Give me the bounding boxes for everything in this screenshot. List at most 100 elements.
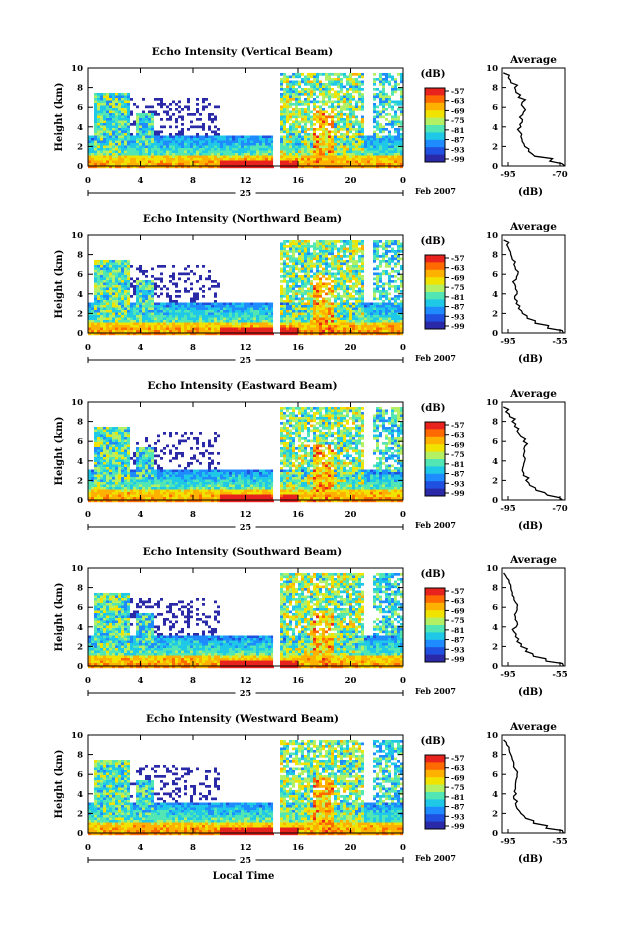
colorbar-swatch xyxy=(425,602,445,611)
y-axis-label: Height (km) xyxy=(54,583,65,652)
colorbar-tick-label: -63 xyxy=(451,97,465,106)
avg-y-tick-label: 4 xyxy=(492,457,498,467)
colorbar-tick-label: -99 xyxy=(451,155,465,164)
y-tick-label: 8 xyxy=(77,751,83,761)
avg-x-tick-label: -70 xyxy=(552,170,567,180)
colorbar-tick-label: -87 xyxy=(451,636,465,645)
y-tick-label: 10 xyxy=(71,398,83,408)
y-axis-label: Height (km) xyxy=(54,83,65,152)
x-tick-label: 20 xyxy=(345,843,357,853)
day-marker: 25 xyxy=(240,855,251,865)
colorbar-tick-label: -99 xyxy=(451,489,465,498)
panel-4: Echo Intensity (Westward Beam) 0 2 4 6 8 10 Hei… xyxy=(54,713,568,865)
colorbar-swatch xyxy=(425,755,445,763)
colorbar-unit: (dB) xyxy=(421,69,446,80)
colorbar-tick-label: -99 xyxy=(451,822,465,831)
x-tick-label: 20 xyxy=(345,676,357,686)
colorbar-unit: (dB) xyxy=(421,736,446,747)
colorbar-swatch xyxy=(425,617,445,626)
date-label: Feb 2007 xyxy=(415,853,456,863)
colorbar-swatch xyxy=(425,814,445,823)
panel-title: Echo Intensity (Vertical Beam) xyxy=(152,46,333,58)
avg-x-tick-label: -95 xyxy=(500,837,515,847)
colorbar-swatch xyxy=(425,799,445,808)
colorbar-tick-label: -57 xyxy=(451,587,465,596)
colorbar-swatch xyxy=(425,262,445,271)
colorbar-frame xyxy=(424,254,446,330)
avg-x-tick-label: -95 xyxy=(500,670,515,680)
y-tick-label: 4 xyxy=(77,623,83,633)
x-tick-label: 4 xyxy=(138,176,144,186)
average-title: Average xyxy=(509,721,557,733)
y-tick-label: 6 xyxy=(77,603,83,613)
y-tick-label: 10 xyxy=(71,231,83,241)
avg-y-tick-label: 0 xyxy=(492,829,498,839)
avg-y-tick-label: 0 xyxy=(492,162,498,172)
average-frame xyxy=(501,734,566,834)
colorbar-swatch xyxy=(425,284,445,293)
colorbar-swatch xyxy=(425,269,445,278)
day-marker: 25 xyxy=(240,188,251,198)
date-label: Feb 2007 xyxy=(415,520,456,530)
average-profile-line xyxy=(503,239,564,334)
colorbar-swatch xyxy=(425,436,445,445)
average-profile-chart: Average 0 2 4 6 8 10 -95 -70 (dB) xyxy=(486,54,568,198)
average-frame xyxy=(501,401,566,501)
colorbar-tick-label: -63 xyxy=(451,764,465,773)
colorbar-swatch xyxy=(425,125,445,133)
colorbar-tick-label: -87 xyxy=(451,470,465,479)
colorbar-tick-label: -57 xyxy=(451,87,465,96)
colorbar-swatch xyxy=(425,762,445,771)
colorbar-tick-label: -75 xyxy=(451,783,465,792)
average-title: Average xyxy=(509,221,557,233)
y-tick-label: 0 xyxy=(77,829,83,839)
colorbar-swatch xyxy=(425,139,445,148)
y-tick-label: 4 xyxy=(77,123,83,133)
avg-x-tick-label: -95 xyxy=(500,170,515,180)
avg-y-tick-label: 8 xyxy=(492,584,498,594)
panel-title: Echo Intensity (Southward Beam) xyxy=(143,546,342,558)
colorbar-unit: (dB) xyxy=(421,569,446,580)
colorbar-swatch xyxy=(425,132,445,141)
average-frame xyxy=(501,67,566,167)
avg-y-tick-label: 0 xyxy=(492,329,498,339)
average-x-label: (dB) xyxy=(518,187,543,198)
colorbar-swatch xyxy=(425,95,445,104)
x-tick-label: 20 xyxy=(345,343,357,353)
avg-x-tick-label: -95 xyxy=(500,337,515,347)
x-tick-label: 4 xyxy=(138,676,144,686)
avg-y-tick-label: 4 xyxy=(492,623,498,633)
y-tick-label: 2 xyxy=(77,476,83,486)
colorbar-frame xyxy=(424,754,446,830)
average-x-label: (dB) xyxy=(518,354,543,365)
colorbar-swatch xyxy=(425,595,445,604)
colorbar-tick-label: -81 xyxy=(451,626,465,635)
x-tick-label: 16 xyxy=(292,343,304,353)
colorbar-swatch xyxy=(425,444,445,453)
average-title: Average xyxy=(509,388,557,400)
colorbar-tick-label: -93 xyxy=(451,645,465,654)
colorbar-swatch xyxy=(425,654,445,663)
colorbar-tick-label: -75 xyxy=(451,116,465,125)
colorbar-tick-label: -81 xyxy=(451,293,465,302)
x-tick-label: 8 xyxy=(190,510,196,520)
avg-y-tick-label: 4 xyxy=(492,123,498,133)
colorbar-swatch xyxy=(425,110,445,119)
colorbar-swatch xyxy=(425,429,445,438)
colorbar-tick-label: -69 xyxy=(451,773,465,782)
avg-y-tick-label: 6 xyxy=(492,103,498,113)
y-tick-label: 0 xyxy=(77,162,83,172)
colorbar-tick-label: -99 xyxy=(451,655,465,664)
y-tick-label: 2 xyxy=(77,642,83,652)
average-x-label: (dB) xyxy=(518,521,543,532)
colorbar-swatch xyxy=(425,422,445,430)
x-tick-label: 0 xyxy=(400,843,406,853)
avg-y-tick-label: 6 xyxy=(492,437,498,447)
y-tick-label: 10 xyxy=(71,564,83,574)
colorbar-tick-label: -69 xyxy=(451,606,465,615)
x-tick-label: 0 xyxy=(85,510,91,520)
average-profile-line xyxy=(503,572,565,667)
y-tick-label: 2 xyxy=(77,309,83,319)
y-tick-label: 0 xyxy=(77,329,83,339)
x-tick-label: 8 xyxy=(190,676,196,686)
